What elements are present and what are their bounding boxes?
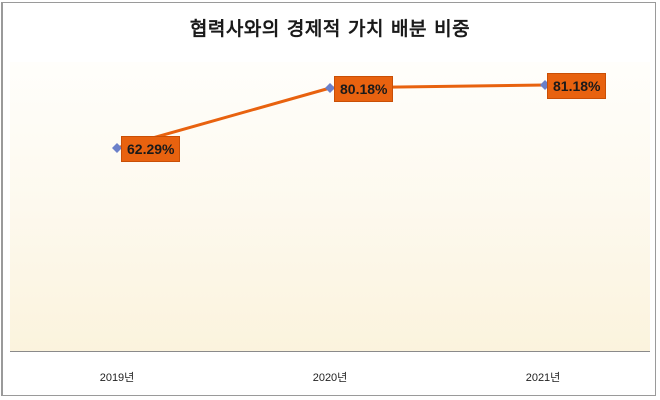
x-axis-line <box>10 351 650 352</box>
plot-area <box>10 62 650 352</box>
x-tick-2021: 2021년 <box>525 372 561 384</box>
x-tick-2019: 2019년 <box>99 372 135 384</box>
data-label-2020: 80.18% <box>334 76 394 102</box>
data-label-2021: 81.18% <box>547 73 607 99</box>
chart-title: 협력사와의 경제적 가치 배분 비중 <box>189 18 471 40</box>
marker-diamond-icon <box>112 143 122 153</box>
data-label-2019: 62.29% <box>121 136 181 162</box>
marker-diamond-icon <box>325 83 335 93</box>
x-tick-2020: 2020년 <box>312 372 348 384</box>
